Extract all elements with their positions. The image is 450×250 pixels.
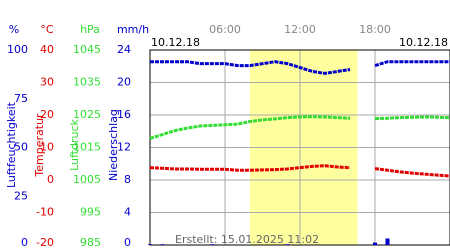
bar [160, 244, 165, 245]
y-tick-label: 1045 [73, 43, 101, 56]
y-tick-label: 4 [124, 206, 131, 219]
y-tick-label: 995 [80, 206, 101, 219]
y-tick-label: 30 [40, 76, 54, 89]
axis-title: Luftfeuchtigkeit [5, 101, 18, 188]
series-line [374, 60, 450, 68]
y-tick-label: 10 [40, 141, 54, 154]
axis-unit: hPa [80, 23, 100, 36]
y-tick-label: -10 [36, 206, 54, 219]
axis-title: Niederschlag [107, 109, 120, 181]
y-tick-label: 100 [7, 43, 28, 56]
series-line [149, 164, 351, 172]
y-tick-label: 16 [117, 108, 131, 121]
series-line [150, 60, 351, 75]
y-tick-label: 75 [14, 92, 28, 105]
series-line [149, 115, 351, 140]
y-tick-label: 0 [124, 236, 131, 249]
plot-area [149, 49, 450, 246]
y-tick-label: 1035 [73, 76, 101, 89]
y-tick-label: 985 [80, 236, 101, 249]
y-tick-label: 8 [124, 173, 131, 186]
y-tick-label: 0 [47, 173, 54, 186]
y-tick-label: 50 [14, 141, 28, 154]
bar [148, 244, 152, 245]
axis-unit: °C [40, 23, 54, 36]
series-line [374, 115, 450, 121]
y-tick-label: 40 [40, 43, 54, 56]
date-start: 10.12.18 [151, 36, 200, 49]
y-tick-label: 1015 [73, 141, 101, 154]
x-tick-label: 06:00 [209, 23, 241, 36]
created-note: Erstellt: 15.01.2025 11:02 [175, 233, 319, 246]
x-tick-label: 12:00 [284, 23, 316, 36]
x-tick-label: 18:00 [359, 23, 391, 36]
y-tick-label: 20 [117, 76, 131, 89]
bar [385, 238, 390, 245]
y-tick-label: 1025 [73, 108, 101, 121]
axis-title: Temperatur [33, 113, 46, 178]
bar [210, 244, 215, 245]
y-tick-label: 1005 [73, 173, 101, 186]
axis-unit: % [9, 23, 19, 36]
bar [285, 244, 290, 245]
date-end: 10.12.18 [399, 36, 448, 49]
bar [373, 242, 377, 245]
y-tick-label: 20 [40, 108, 54, 121]
y-tick-label: 0 [21, 236, 28, 249]
y-tick-label: -20 [36, 236, 54, 249]
y-tick-label: 24 [117, 43, 131, 56]
axis-title: Luftdruck [68, 118, 81, 170]
y-tick-label: 12 [117, 141, 131, 154]
series-line [374, 167, 450, 178]
y-tick-label: 25 [14, 189, 28, 202]
axis-unit: mm/h [117, 23, 149, 36]
